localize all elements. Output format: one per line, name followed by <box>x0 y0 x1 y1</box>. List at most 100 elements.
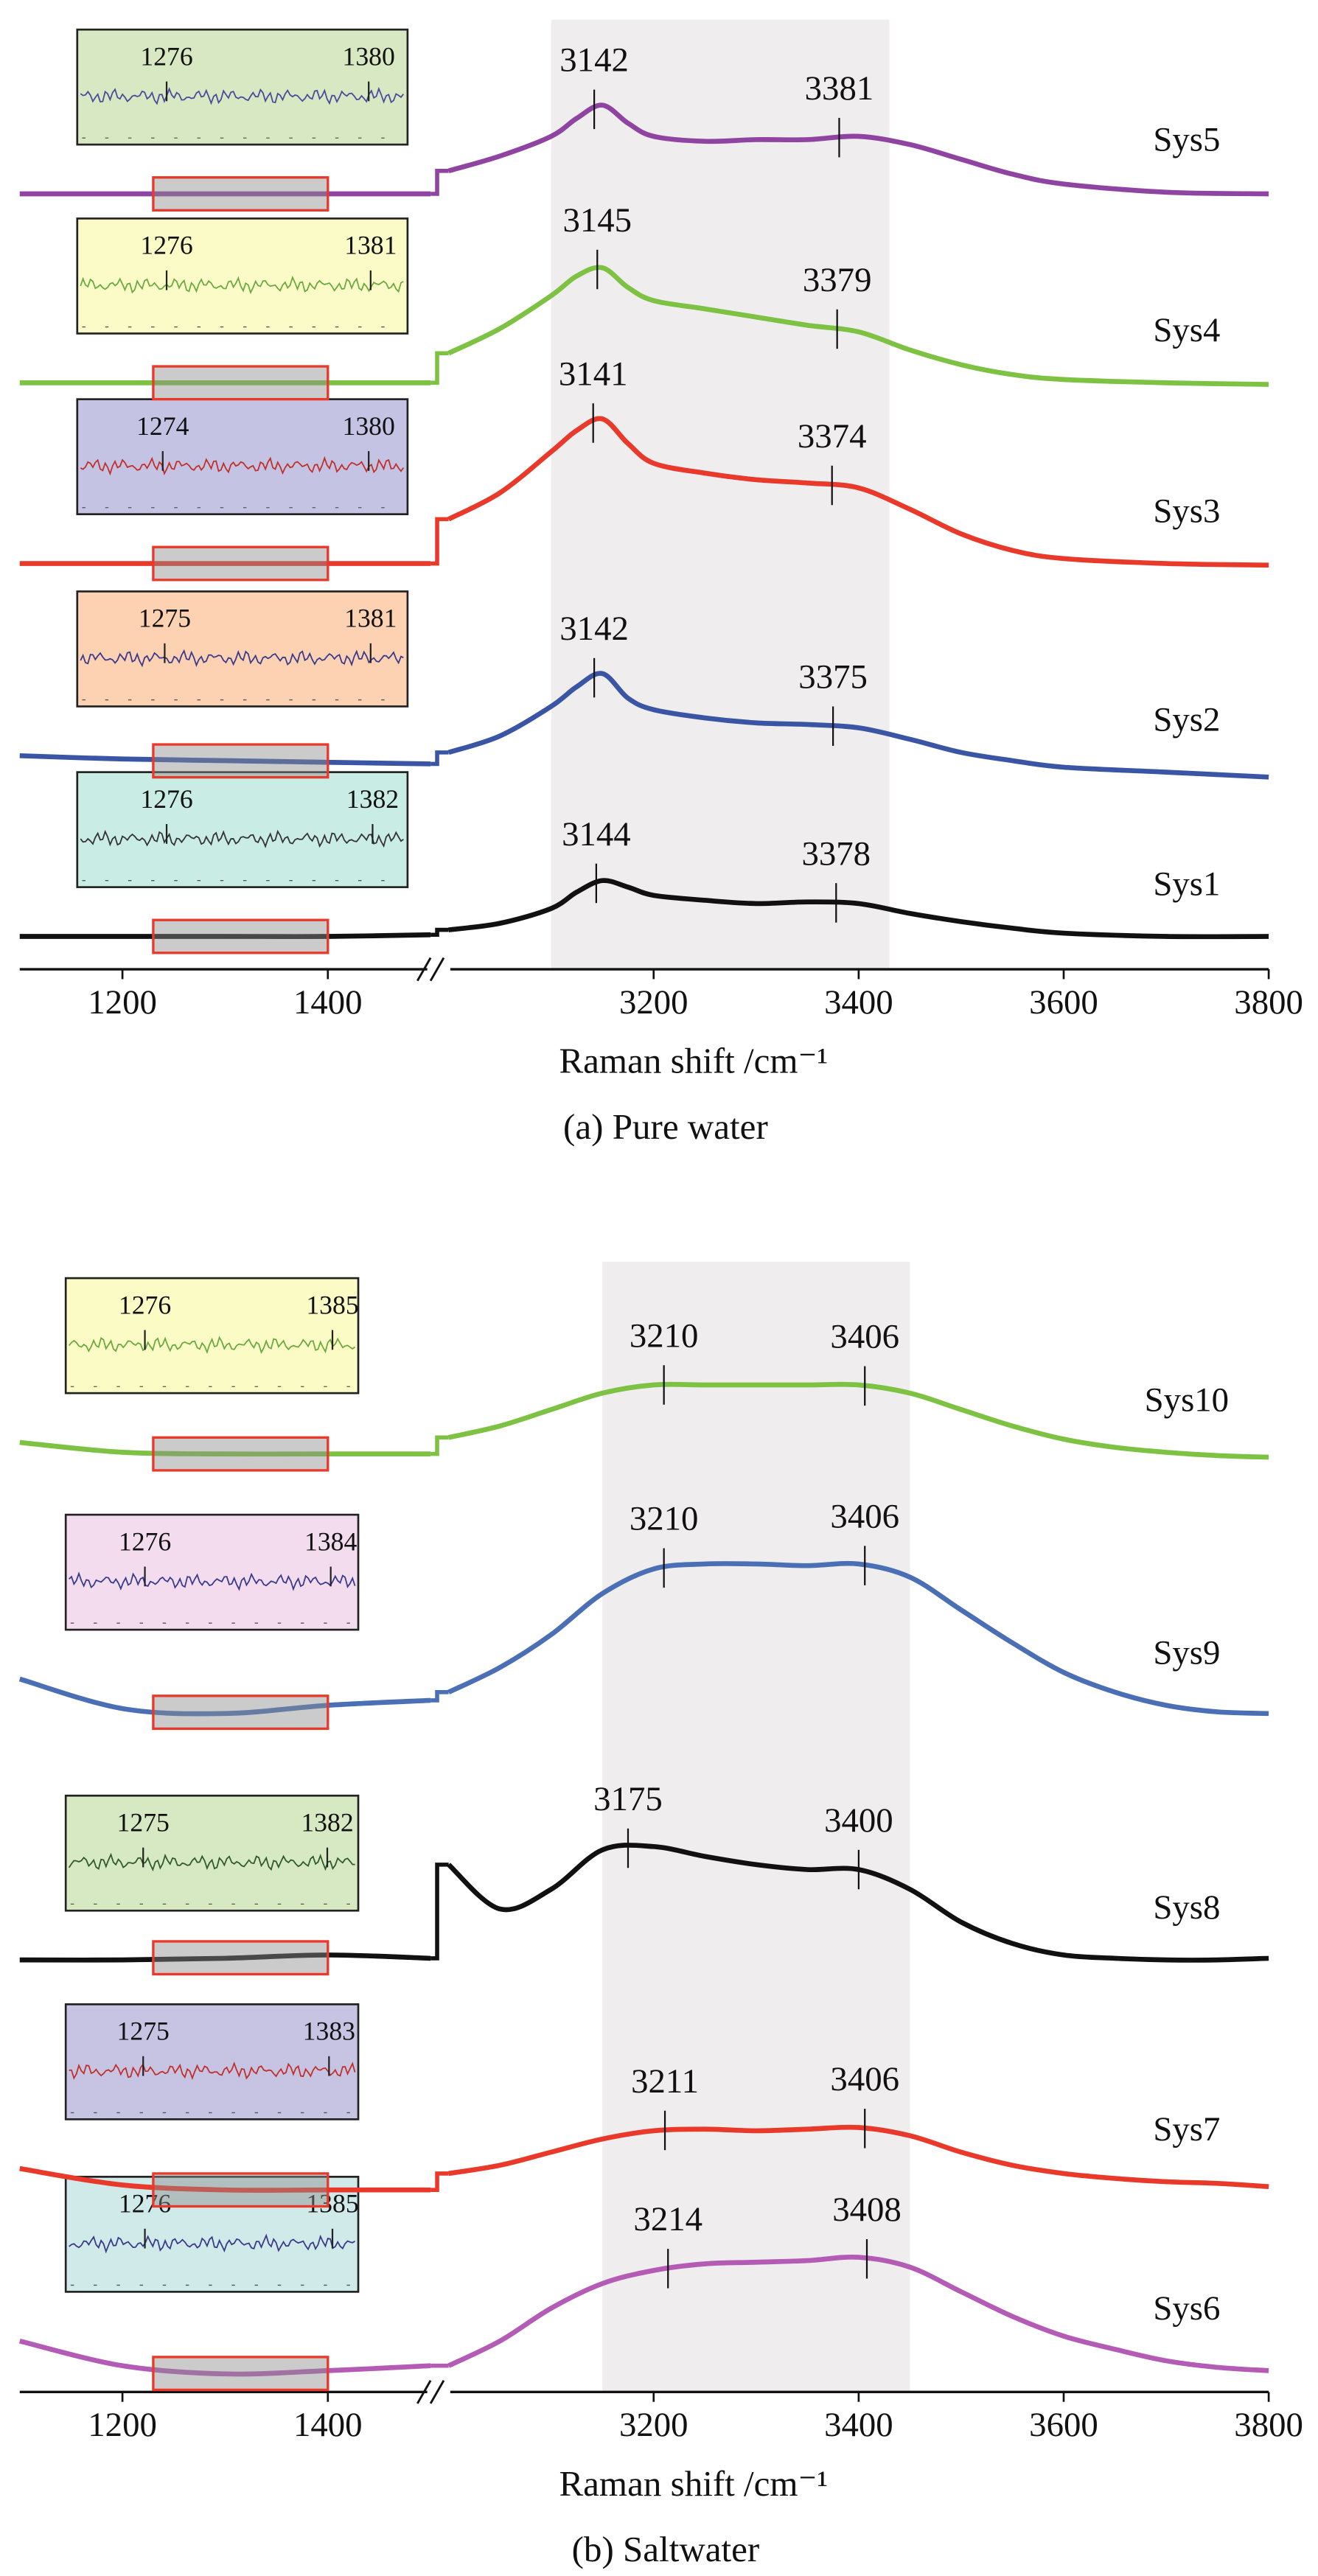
inset-peak-label: 1381 <box>344 231 397 260</box>
spectrum-line <box>447 1381 1269 1460</box>
series-label: Sys2 <box>1153 700 1220 739</box>
x-tick-label: 3400 <box>824 2406 893 2444</box>
inset-peak-label: 1275 <box>139 604 191 633</box>
break-connector <box>430 517 449 566</box>
break-connector <box>430 750 449 767</box>
inset-box <box>64 1277 360 1395</box>
axis-break <box>416 2380 432 2404</box>
x-axis-label: Raman shift /cm⁻¹ <box>559 2463 828 2504</box>
inset-trace <box>69 2062 356 2080</box>
x-tick-label: 3800 <box>1234 2406 1303 2444</box>
zoom-box <box>152 2172 330 2208</box>
inset-peak-label: 1276 <box>140 41 192 71</box>
spectrum-line <box>19 1952 431 1963</box>
axis-break <box>416 957 432 982</box>
inset-peak-label: 1385 <box>306 2189 358 2219</box>
x-tick-label: 1200 <box>88 983 157 1022</box>
x-tick-label: 1200 <box>88 2406 157 2444</box>
peak-label: 3378 <box>801 834 871 873</box>
x-tick-label: 3200 <box>619 983 688 1022</box>
peak-label: 3406 <box>830 2060 899 2098</box>
peak-label: 3142 <box>559 610 629 648</box>
zoom-box <box>152 2356 330 2392</box>
spectrum-line <box>448 2124 1269 2190</box>
break-connector <box>430 1690 449 1703</box>
spectrum-line <box>447 2254 1269 2373</box>
spectrum-line <box>448 878 1269 940</box>
spectrum-line <box>447 671 1269 780</box>
inset-trace <box>80 275 404 295</box>
peak-label: 3374 <box>798 417 867 455</box>
inset-box <box>64 1513 360 1631</box>
spectrum-line <box>447 102 1269 197</box>
inset-box <box>76 217 409 335</box>
x-axis-label: Raman shift /cm⁻¹ <box>559 1041 828 1081</box>
inset-peak-label: 1276 <box>119 1290 171 1319</box>
series-label: Sys5 <box>1153 121 1220 159</box>
panel: 1200 1400 3200 3400 3600 3800 Raman shift /cm⁻… <box>19 19 1303 1147</box>
break-connector <box>430 169 449 196</box>
axis-break <box>429 2380 445 2404</box>
zoom-box <box>152 743 330 779</box>
series-label: Sys7 <box>1153 2110 1220 2149</box>
break-connector <box>430 1435 449 1456</box>
inset-trace <box>80 86 405 105</box>
inset-box <box>76 590 409 708</box>
peak-label: 3145 <box>562 201 632 240</box>
caption: (a) Pure water <box>563 1106 768 1147</box>
x-tick-label: 1400 <box>293 2406 363 2444</box>
zoom-box <box>152 918 330 954</box>
series-label: Sys10 <box>1145 1381 1229 1419</box>
inset-trace <box>68 1852 355 1872</box>
spectrum-line <box>18 1676 431 1717</box>
peak-label: 3214 <box>633 2200 702 2238</box>
series-label: Sys8 <box>1153 1888 1220 1927</box>
break-connector <box>430 351 449 385</box>
highlight-band <box>602 1261 910 2392</box>
peak-label: 3142 <box>559 41 629 80</box>
inset-box <box>76 28 409 146</box>
break-connector <box>430 1863 449 1961</box>
spectrum-line <box>19 2165 431 2193</box>
peak-label: 3375 <box>798 658 868 697</box>
spectrum-line <box>19 1439 431 1457</box>
inset-peak-label: 1383 <box>303 2017 355 2046</box>
inset-peak-label: 1380 <box>343 411 395 441</box>
peak-label: 3379 <box>803 261 872 299</box>
zoom-box <box>152 545 330 582</box>
peak-label: 3381 <box>805 69 874 108</box>
x-tick-label: 3800 <box>1234 983 1303 1022</box>
peak-label: 3210 <box>630 1316 699 1355</box>
series-label: Sys3 <box>1153 492 1220 530</box>
series-label: Sys4 <box>1153 311 1220 349</box>
x-tick-label: 3200 <box>619 2406 688 2444</box>
inset-trace <box>80 455 405 476</box>
inset-trace <box>69 1571 356 1591</box>
inset-peak-label: 1382 <box>346 784 399 814</box>
x-tick-label: 1400 <box>293 983 363 1022</box>
peak-label: 3408 <box>832 2191 902 2229</box>
inset-peak-label: 1276 <box>140 784 192 814</box>
inset-peak-label: 1382 <box>301 1808 353 1837</box>
inset-peak-label: 1276 <box>119 1526 171 1556</box>
inset-box <box>64 1794 360 1912</box>
peak-label: 3406 <box>830 1318 899 1356</box>
inset-box <box>76 398 409 515</box>
break-connector <box>430 2171 449 2192</box>
series-label: Sys9 <box>1153 1634 1220 1672</box>
peak-label: 3406 <box>830 1497 899 1535</box>
inset-peak-label: 1384 <box>304 1526 357 1556</box>
spectrum-line <box>447 416 1269 568</box>
peak-label: 3211 <box>631 2062 699 2101</box>
axis-break <box>429 957 445 982</box>
x-tick-label: 3600 <box>1029 2406 1098 2444</box>
highlight-band <box>551 19 890 970</box>
inset-trace <box>68 1336 356 1355</box>
inset-box <box>64 2176 360 2293</box>
series-label: Sys6 <box>1153 2289 1220 2328</box>
spectrum-line <box>447 1560 1269 1717</box>
inset-peak-label: 1275 <box>117 1808 170 1837</box>
inset-box <box>76 771 409 888</box>
